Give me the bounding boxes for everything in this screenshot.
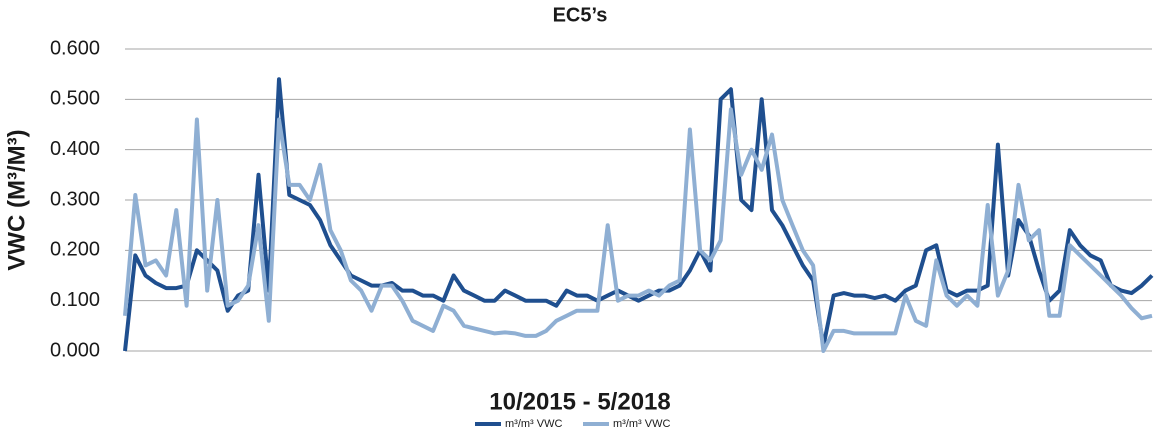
- data-line: [123, 107, 1153, 353]
- legend-label: m³/m³ VWC: [613, 418, 670, 430]
- x-axis-label: 10/2015 - 5/2018: [489, 388, 671, 415]
- y-tick-label: 0.000: [50, 339, 100, 361]
- y-axis-label: VWC (M³/M³): [3, 129, 30, 270]
- y-tick-label: 0.300: [50, 188, 100, 210]
- y-tick-label: 0.400: [50, 138, 100, 160]
- y-tick-label: 0.500: [50, 88, 100, 110]
- y-tick-label: 0.600: [50, 37, 100, 59]
- chart-title: EC5’s: [553, 4, 608, 26]
- legend-label: m³/m³ VWC: [505, 418, 562, 430]
- y-tick-label: 0.100: [50, 289, 100, 311]
- y-tick-label: 0.200: [50, 239, 100, 261]
